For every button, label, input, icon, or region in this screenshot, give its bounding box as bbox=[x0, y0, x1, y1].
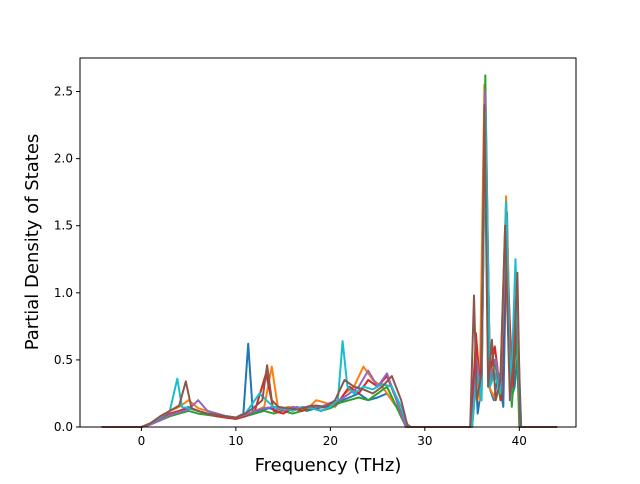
x-tick-label: 40 bbox=[512, 434, 527, 448]
x-axis: 0 10 20 30 40 bbox=[138, 427, 527, 448]
x-tick-label: 0 bbox=[138, 434, 146, 448]
x-axis-label: Frequency (THz) bbox=[255, 455, 402, 476]
y-tick-label: 2.5 bbox=[54, 85, 73, 99]
x-tick-label: 20 bbox=[323, 434, 338, 448]
y-tick-label: 2.0 bbox=[54, 152, 73, 166]
y-tick-label: 0.0 bbox=[54, 420, 73, 434]
x-tick-label: 10 bbox=[228, 434, 243, 448]
y-axis: 0.0 0.5 1.0 1.5 2.0 2.5 bbox=[54, 85, 80, 434]
plot-area bbox=[101, 74, 558, 428]
series-line-7 bbox=[101, 104, 558, 428]
axes-frame bbox=[79, 57, 577, 428]
y-axis-label: Partial Density of States bbox=[22, 134, 43, 351]
y-tick-label: 0.5 bbox=[54, 353, 73, 367]
series-line-5 bbox=[101, 90, 558, 428]
y-tick-label: 1.5 bbox=[54, 219, 73, 233]
y-tick-label: 1.0 bbox=[54, 286, 73, 300]
x-tick-label: 30 bbox=[417, 434, 432, 448]
